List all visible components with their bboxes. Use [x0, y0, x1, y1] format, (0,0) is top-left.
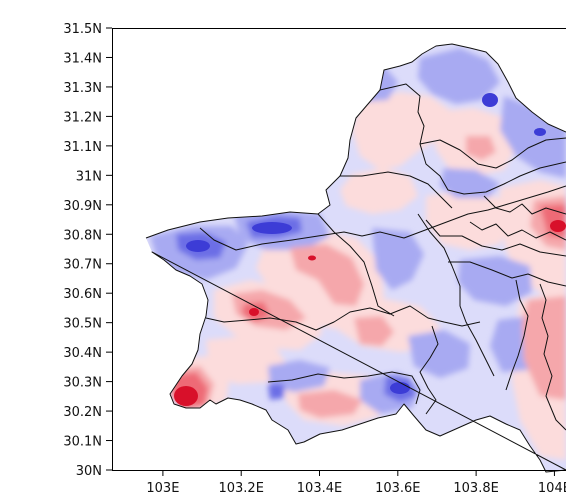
min-core — [534, 128, 546, 136]
min-core — [252, 222, 292, 234]
max-core — [174, 386, 198, 406]
y-axis: 31.5N 31.4N 31.3N 31.2N 31.1N 31N 30.9N 30.8N 30… — [63, 22, 112, 479]
x-tick-label: 103.6E — [375, 481, 420, 495]
y-tick-label: 31.3N — [63, 81, 102, 96]
x-axis: 103E 103.2E 103.4E 103.6E 103.8E 104E — [146, 470, 566, 495]
y-tick-label: 31.2N — [63, 110, 102, 125]
anomaly-field — [100, 30, 566, 470]
y-tick-label: 31.1N — [63, 140, 102, 155]
patch — [268, 384, 284, 400]
y-tick-label: 30.1N — [63, 435, 102, 450]
max-core — [308, 256, 316, 261]
y-tick-label: 31N — [76, 169, 102, 184]
y-tick-label: 30.4N — [63, 346, 102, 361]
min-core — [186, 240, 210, 252]
y-tick-label: 31.4N — [63, 51, 102, 66]
x-tick-label: 103.8E — [453, 481, 498, 495]
y-tick-label: 30.9N — [63, 199, 102, 214]
y-tick-label: 30.5N — [63, 317, 102, 332]
min-core — [390, 382, 410, 394]
y-tick-label: 30.7N — [63, 258, 102, 273]
x-tick-label: 104E — [538, 481, 566, 495]
x-tick-label: 103E — [146, 481, 179, 495]
max-core — [249, 308, 259, 316]
x-tick-label: 103.2E — [218, 481, 263, 495]
y-tick-label: 30.3N — [63, 376, 102, 391]
y-tick-label: 30.2N — [63, 405, 102, 420]
y-tick-label: 30.8N — [63, 228, 102, 243]
max-core — [550, 220, 566, 232]
min-core — [482, 93, 498, 107]
x-tick-label: 103.4E — [297, 481, 342, 495]
y-tick-label: 30N — [76, 464, 102, 479]
y-tick-label: 30.6N — [63, 287, 102, 302]
y-tick-label: 31.5N — [63, 22, 102, 37]
